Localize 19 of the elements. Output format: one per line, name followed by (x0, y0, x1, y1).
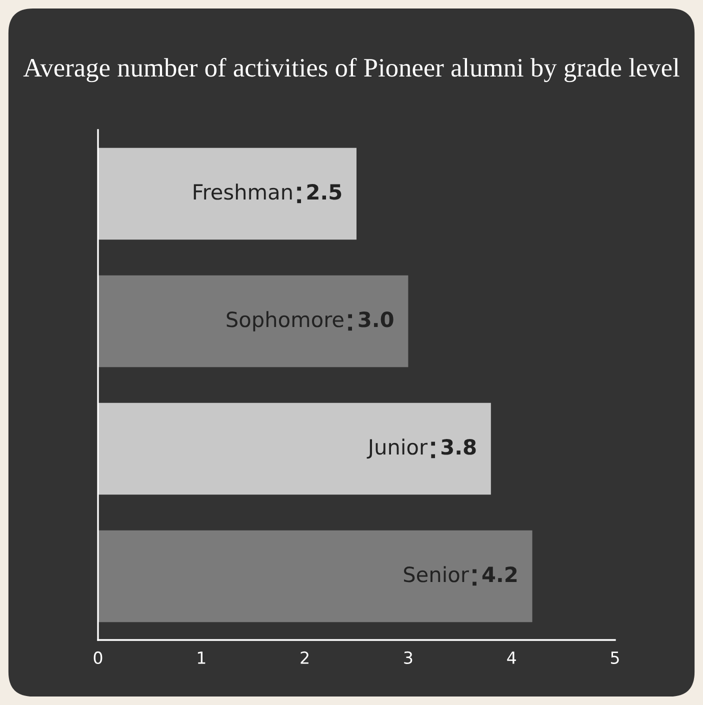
y-tick-label: Senior (404, 566, 469, 582)
data-label: 4.2 (482, 566, 517, 582)
x-tick-label: 3 (404, 651, 412, 664)
bar (98, 148, 356, 240)
bar (98, 530, 532, 622)
bar (98, 402, 491, 495)
y-tick-label: Sophomore (226, 311, 344, 332)
data-label: 2.5 (307, 184, 342, 200)
data-label: 3.0 (358, 312, 394, 328)
y-tick-label: Freshman (194, 184, 292, 200)
x-tick-label: 0 (94, 651, 102, 664)
y-tick-label: Junior (366, 438, 428, 459)
bar (98, 275, 408, 368)
x-tick-label: 4 (507, 652, 516, 664)
x-tick-label: 2 (300, 651, 308, 664)
chart-title: Average number of activities of Pioneer alumni by grade level (23, 58, 680, 82)
data-label: 3.8 (442, 439, 476, 455)
x-tick-label: 5 (610, 652, 619, 664)
x-tick-label: 1 (198, 652, 206, 664)
